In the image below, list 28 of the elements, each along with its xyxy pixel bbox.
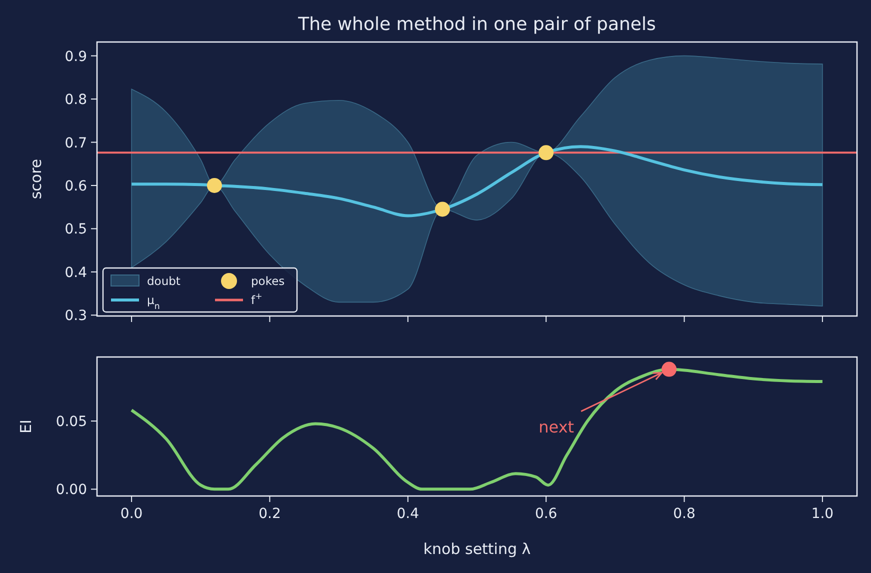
point (206, 178, 222, 193)
annotation: next (538, 417, 574, 436)
y-tick-label: 0.6 (64, 178, 88, 194)
chart-title: The whole method in one pair of panels (297, 14, 656, 35)
x-tick-label: 0.8 (673, 506, 696, 522)
y-axis-title: score (27, 158, 45, 200)
point (434, 202, 450, 217)
y-tick-label: 0.5 (64, 222, 87, 238)
x-tick-label: 1.0 (811, 506, 834, 522)
x-tick-label: 0.2 (258, 506, 281, 522)
y-tick-label: 0.00 (56, 482, 87, 498)
y-tick-label: 0.4 (64, 264, 88, 281)
line-series (130, 145, 824, 218)
y-tick-label: 0.9 (64, 48, 87, 65)
x-tick-label: 0.6 (534, 506, 558, 522)
legend-label: pokes (251, 274, 285, 288)
y-axis-title: EI (17, 420, 35, 434)
annotation: doubt (147, 274, 181, 288)
y-tick-label: 0.05 (56, 414, 87, 430)
y-tick-label: 0.8 (64, 92, 87, 108)
point (538, 145, 554, 160)
legend-label: f$^{+}$ (251, 292, 262, 307)
x-tick-label: 0.0 (120, 506, 143, 522)
x-axis-title: knob setting λ (423, 540, 531, 558)
x-tick-label: 0.4 (396, 506, 420, 522)
y-tick-label: 0.7 (64, 135, 87, 152)
legend-label: μ$_{n}$ (147, 293, 160, 312)
y-tick-label: 0.3 (64, 308, 87, 324)
